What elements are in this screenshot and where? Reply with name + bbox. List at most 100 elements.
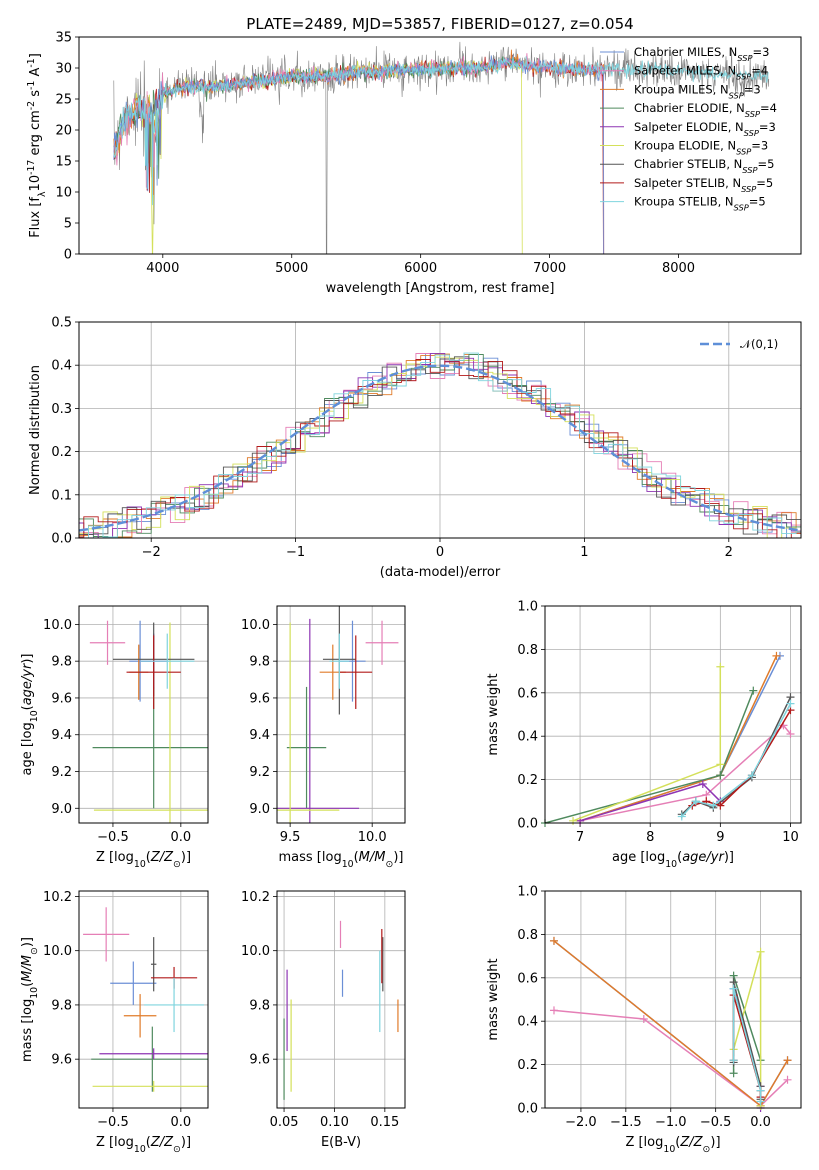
age-vs-Z-ytick-label: 9.0 <box>51 802 72 817</box>
weight-vs-age-series-salpeter-miles-marker <box>786 730 795 739</box>
age-vs-mass-point-kroupa-stelib <box>329 633 350 689</box>
mass-vs-Z-point-kroupa-stelib <box>144 977 204 1033</box>
weight-vs-age-series-salpeter-stelib-marker <box>716 801 725 810</box>
weight-vs-age-series-kroupa-stelib-marker <box>677 812 686 821</box>
residuals-histogram-salpeter-stelib <box>79 359 801 538</box>
residuals-ytick-label: 0.0 <box>51 532 72 547</box>
weight-vs-Z-series-chabrier-elodie <box>732 975 762 1074</box>
weight-vs-Z-ytick-label: 0.6 <box>517 971 538 986</box>
age-vs-mass-point-salpeter-stelib <box>339 635 373 709</box>
weight-vs-age-ytick-label: 0.0 <box>517 817 538 832</box>
weight-vs-age-ytick-label: 0.8 <box>517 643 538 658</box>
mass-vs-Z-ylabel: mass [log10(M/M⊙)] <box>20 937 40 1062</box>
mass-vs-Z-ytick-label: 9.8 <box>51 998 72 1013</box>
weight-vs-Z-xtick-label: −2.0 <box>565 1115 597 1130</box>
spectrum-series-chabrier-miles <box>113 55 605 254</box>
weight-vs-age-ytick-label: 0.2 <box>517 773 538 788</box>
mass-vs-EBV-frame <box>276 890 406 1109</box>
age-vs-mass-point-chabrier-elodie <box>286 686 327 809</box>
residuals-xtick-label: 1 <box>580 545 588 560</box>
spectrum-xtick-label: 8000 <box>662 261 695 276</box>
spectrum-xtick-label: 5000 <box>275 261 308 276</box>
age-vs-Z-frame <box>78 605 209 824</box>
weight-vs-age-xtick-label: 7 <box>576 830 584 845</box>
weight-vs-age-series-kroupa-stelib-marker <box>691 797 700 806</box>
age-vs-Z-ytick-label: 9.4 <box>51 728 72 743</box>
age-vs-Z-ytick-label: 9.8 <box>51 655 72 670</box>
age-vs-Z-ytick-label: 9.6 <box>51 691 72 706</box>
mass-vs-Z-point-chabrier-elodie <box>91 1026 208 1092</box>
spectrum-series-kroupa-miles <box>113 49 605 254</box>
weight-vs-Z-xtick-label: 0.0 <box>750 1115 771 1130</box>
weight-vs-Z-xtick-label: −1.0 <box>655 1115 687 1130</box>
mass-vs-Z-point-chabrier-miles <box>110 961 157 1005</box>
residuals-ytick-label: 0.3 <box>51 402 72 417</box>
weight-vs-age-xtick-label: 8 <box>646 830 654 845</box>
age-vs-mass-xtick-label: 10.0 <box>358 830 387 845</box>
spectrum-xtick-label: 7000 <box>533 261 566 276</box>
weight-vs-Z-series-kroupa-miles-marker <box>549 936 558 945</box>
weight-vs-age-series-salpeter-elodie-marker <box>698 779 707 788</box>
spectrum-ytick-label: 10 <box>55 186 72 201</box>
weight-vs-Z-xtick-label: −0.5 <box>700 1115 732 1130</box>
spectrum-ytick-label: 35 <box>55 31 72 46</box>
spectrum-legend-label: Chabrier ELODIE, NSSP=4 <box>634 101 777 119</box>
mass-vs-Z-xtick-label: 0.0 <box>170 1115 191 1130</box>
spectrum-xtick-label: 6000 <box>404 261 437 276</box>
residuals-histogram-salpeter-miles <box>79 353 801 538</box>
mass-vs-Z-frame <box>78 890 209 1109</box>
weight-vs-age-xtick-label: 10 <box>782 830 799 845</box>
residuals-xtick-label: 0 <box>436 545 444 560</box>
weight-vs-age-series-salpeter-miles <box>579 724 792 822</box>
spectrum-legend-label: Chabrier MILES, NSSP=3 <box>634 45 769 63</box>
mass-vs-Z-xlabel: Z [log10(Z/Z⊙)] <box>96 1135 191 1155</box>
age-vs-mass-ytick-label: 9.4 <box>249 728 270 743</box>
weight-vs-Z-ytick-label: 0.0 <box>517 1102 538 1117</box>
spectrum-legend-label: Kroupa MILES, NSSP=3 <box>634 82 761 100</box>
residuals-ytick-label: 0.4 <box>51 359 72 374</box>
age-vs-mass-ytick-label: 9.0 <box>249 802 270 817</box>
weight-vs-Z-ytick-label: 0.8 <box>517 928 538 943</box>
weight-vs-Z-series-salpeter-miles <box>553 1009 789 1107</box>
weight-vs-Z-ytick-label: 0.2 <box>517 1058 538 1073</box>
weight-vs-age-xtick-label: 9 <box>716 830 724 845</box>
weight-vs-Z-series-kroupa-elodie-marker <box>756 947 765 956</box>
weight-vs-age-series-chabrier-miles <box>579 655 781 822</box>
weight-vs-Z-frame <box>544 890 802 1109</box>
age-vs-Z-point-salpeter-miles <box>89 620 126 665</box>
weight-vs-age-series-kroupa-stelib <box>681 703 792 818</box>
weight-vs-age-series-kroupa-elodie-marker <box>716 662 725 671</box>
weight-vs-Z-series-chabrier-elodie-marker <box>729 1069 738 1078</box>
residuals-histogram-kroupa-miles <box>79 353 801 538</box>
spectrum-ylabel: Flux [fλ10-17 erg cm-2 s-1 A-1] <box>26 53 48 238</box>
weight-vs-age-ytick-label: 0.4 <box>517 730 538 745</box>
spectrum-frame <box>78 36 802 255</box>
mass-vs-Z-ytick-label: 9.6 <box>51 1053 72 1068</box>
age-vs-Z-ytick-label: 9.2 <box>51 765 72 780</box>
mass-vs-Z-ytick-label: 10.2 <box>43 890 72 905</box>
spectrum-legend-label: Chabrier STELIB, NSSP=5 <box>634 157 774 175</box>
weight-vs-Z-xtick-label: −1.5 <box>610 1115 642 1130</box>
weight-vs-age-series-salpeter-stelib <box>692 709 792 807</box>
age-vs-mass-point-salpeter-miles <box>365 620 399 665</box>
weight-vs-age-series-kroupa-elodie <box>572 666 722 822</box>
weight-vs-age-series-kroupa-stelib-marker <box>786 699 795 708</box>
age-vs-Z-point-kroupa-elodie <box>93 622 208 823</box>
weight-vs-Z-series-kroupa-elodie <box>732 951 762 1106</box>
weight-vs-age-series-kroupa-miles <box>579 655 778 822</box>
residuals-gaussian-curve <box>79 364 801 532</box>
age-vs-mass-ytick-label: 9.6 <box>249 691 270 706</box>
age-vs-mass-point-kroupa-elodie <box>277 622 340 823</box>
weight-vs-Z-series-kroupa-stelib-marker <box>729 984 738 993</box>
mass-vs-EBV-xtick-label: 0.05 <box>270 1115 299 1130</box>
mass-vs-EBV-ytick-label: 10.0 <box>241 944 270 959</box>
spectrum-ytick-label: 30 <box>55 62 72 77</box>
weight-vs-age-xlabel: age [log10(age/yr)] <box>612 850 734 870</box>
weight-vs-Z-series-kroupa-stelib-marker <box>729 1056 738 1065</box>
weight-vs-age-series-chabrier-elodie-marker <box>716 771 725 780</box>
mass-vs-Z-point-kroupa-miles <box>123 994 157 1038</box>
residuals-ytick-label: 0.2 <box>51 445 72 460</box>
age-vs-Z-point-salpeter-stelib <box>126 635 181 709</box>
age-vs-Z-xlabel: Z [log10(Z/Z⊙)] <box>96 850 191 870</box>
